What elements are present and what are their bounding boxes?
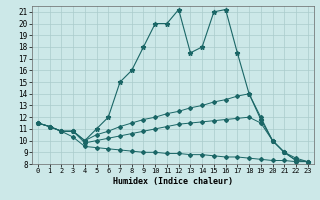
X-axis label: Humidex (Indice chaleur): Humidex (Indice chaleur) xyxy=(113,177,233,186)
